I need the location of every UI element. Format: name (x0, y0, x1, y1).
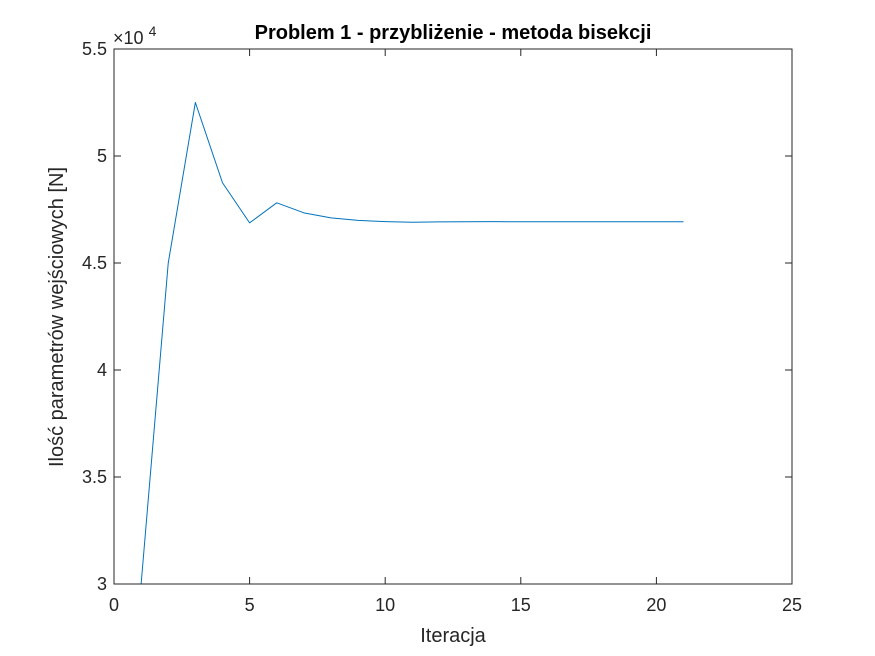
y-axis-exponent-power: 4 (149, 23, 157, 39)
x-tick-label: 15 (511, 595, 531, 615)
y-axis-exponent: ×10 4 (113, 23, 157, 48)
y-tick-label: 3 (97, 574, 107, 594)
y-axis-label: Ilość parametrów wejściowych [N] (46, 167, 68, 467)
y-axis-exponent-base: ×10 (113, 28, 144, 48)
y-tick-label: 3.5 (82, 467, 107, 487)
y-tick-label: 5 (97, 146, 107, 166)
x-axis-label: Iteracja (420, 625, 486, 647)
chart-title: Problem 1 - przybliżenie - metoda bisekc… (255, 22, 652, 44)
x-tick-label: 5 (245, 595, 255, 615)
series-line-0 (140, 102, 684, 585)
x-tick-label: 20 (646, 595, 666, 615)
y-tick-label: 4.5 (82, 253, 107, 273)
axes-box (113, 48, 793, 585)
x-tick-label: 0 (109, 595, 119, 615)
y-tick-label: 5.5 (82, 39, 107, 59)
y-tick-label: 4 (97, 360, 107, 380)
x-tick-label: 10 (375, 595, 395, 615)
x-tick-label: 25 (782, 595, 802, 615)
plot-area (114, 49, 792, 584)
